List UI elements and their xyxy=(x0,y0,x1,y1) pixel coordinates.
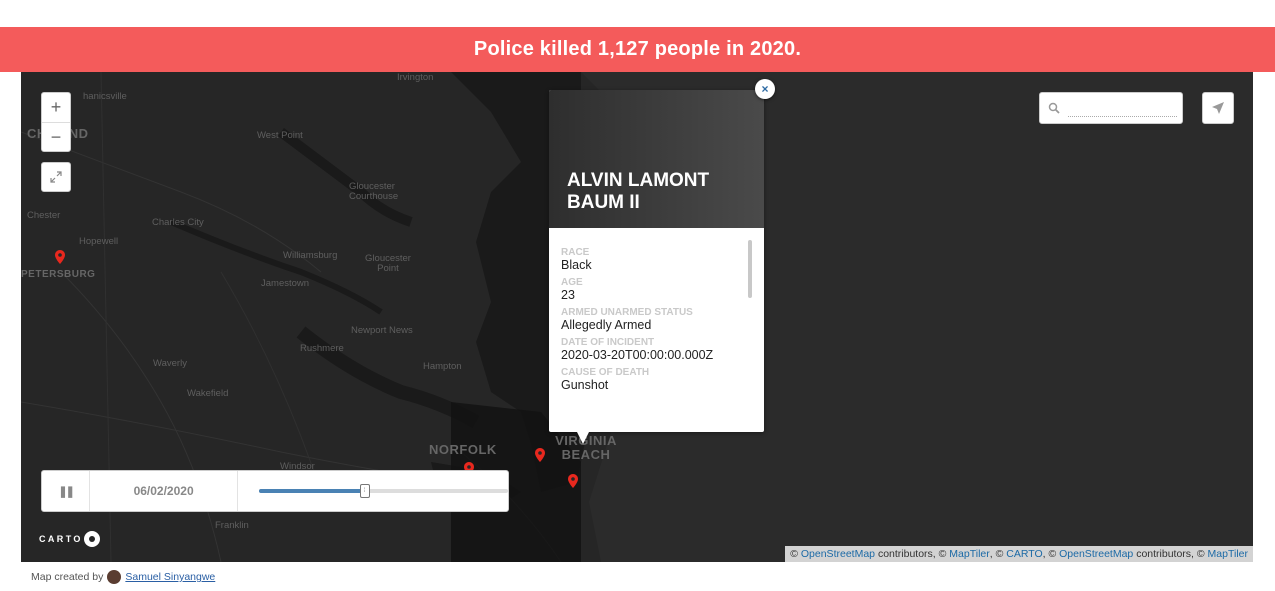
place-gloucester-courthouse: Gloucester Courthouse xyxy=(349,181,399,202)
place-hampton: Hampton xyxy=(423,361,462,372)
place-franklin: Franklin xyxy=(215,520,249,531)
time-slider-handle[interactable]: ⁞ xyxy=(359,484,370,498)
time-slider-track[interactable]: ⁞ xyxy=(258,484,508,498)
attrib-link-openstreetmap[interactable]: OpenStreetMap xyxy=(1059,548,1134,560)
incident-marker-icon[interactable] xyxy=(568,474,578,488)
map-attribution: © OpenStreetMap contributors, © MapTiler… xyxy=(785,546,1253,562)
field-label-armed-status: ARMED UNARMED STATUS xyxy=(561,307,693,318)
field-label-date-of-incident: DATE OF INCIDENT xyxy=(561,337,655,348)
pause-icon: ❚❚ xyxy=(58,485,75,498)
credit-prefix: Map created by xyxy=(31,571,104,583)
place-newport-news: Newport News xyxy=(351,325,413,336)
expand-icon xyxy=(50,171,62,183)
place-gloucester-point: Gloucester Point xyxy=(365,253,411,274)
current-date: 06/02/2020 xyxy=(90,471,238,511)
place-mechanicsville: hanicsville xyxy=(83,91,127,102)
field-value-race: Black xyxy=(561,258,592,272)
map-canvas[interactable]: hanicsville Irvington CHMOND West Point … xyxy=(21,72,1253,562)
field-label-age: AGE xyxy=(561,277,583,288)
place-hopewell: Hopewell xyxy=(79,236,119,247)
fullscreen-button[interactable] xyxy=(41,162,71,192)
place-windsor: Windsor xyxy=(280,461,315,472)
avatar xyxy=(107,570,122,584)
attrib-text: contributors, © xyxy=(877,548,947,560)
popup-header: ALVIN LAMONT BAUM II xyxy=(549,90,764,228)
carto-logo-text: CARTO xyxy=(39,534,83,544)
place-west-point: West Point xyxy=(257,130,303,141)
attrib-text: contributors, © xyxy=(1136,548,1205,560)
place-jamestown: Jamestown xyxy=(261,278,310,289)
field-label-race: RACE xyxy=(561,247,590,258)
place-norfolk: NORFOLK xyxy=(429,442,497,457)
field-label-cause-of-death: CAUSE OF DEATH xyxy=(561,367,650,378)
field-value-date-of-incident: 2020-03-20T00:00:00.000Z xyxy=(561,348,714,362)
incident-popup: ALVIN LAMONT BAUM II RACE Black AGE 23 A… xyxy=(549,90,764,444)
author-link[interactable]: Samuel Sinyangwe xyxy=(125,571,216,583)
place-chester: Chester xyxy=(27,210,61,221)
field-value-armed-status: Allegedly Armed xyxy=(561,318,652,332)
headline-text: Police killed 1,127 people in 2020. xyxy=(473,38,802,60)
navigation-arrow-icon xyxy=(1212,102,1224,114)
attrib-text: , © xyxy=(989,548,1004,560)
attrib-text: , © xyxy=(1042,548,1057,560)
popup-scrollbar[interactable] xyxy=(748,240,752,298)
map-credit: Map created by Samuel Sinyangwe xyxy=(31,570,215,584)
place-charles-city: Charles City xyxy=(152,217,204,228)
time-slider: ❚❚ 06/02/2020 ⁞ xyxy=(41,470,509,512)
zoom-out-button[interactable]: − xyxy=(50,127,62,147)
attrib-link-maptiler[interactable]: MapTiler xyxy=(1207,548,1248,560)
attrib-text: © xyxy=(790,548,798,560)
attrib-link-carto[interactable]: CARTO xyxy=(1006,548,1043,560)
zoom-control: + − xyxy=(41,92,71,152)
time-slider-fill xyxy=(258,489,364,493)
attrib-link-openstreetmap[interactable]: OpenStreetMap xyxy=(800,548,876,560)
field-value-cause-of-death: Gunshot xyxy=(561,378,609,392)
close-icon: × xyxy=(761,82,769,96)
popup-tip xyxy=(577,432,589,444)
place-irvington: Irvington xyxy=(397,72,434,83)
attrib-link-maptiler[interactable]: MapTiler xyxy=(949,548,990,560)
place-wakefield: Wakefield xyxy=(187,388,229,399)
place-petersburg: PETERSBURG xyxy=(21,269,96,280)
incident-marker-icon[interactable] xyxy=(535,448,545,462)
field-value-age: 23 xyxy=(561,288,575,302)
carto-logo: CARTO xyxy=(39,531,100,547)
incident-marker-icon[interactable] xyxy=(55,250,65,264)
place-williamsburg: Williamsburg xyxy=(283,250,338,261)
magnifier-icon xyxy=(1048,102,1060,114)
place-rushmere: Rushmere xyxy=(300,343,344,354)
headline-banner: Police killed 1,127 people in 2020. xyxy=(0,27,1275,72)
place-waverly: Waverly xyxy=(153,358,187,369)
search-input[interactable] xyxy=(1068,99,1177,117)
zoom-in-button[interactable]: + xyxy=(42,93,70,123)
pause-button[interactable]: ❚❚ xyxy=(42,471,91,511)
carto-logo-mark xyxy=(83,531,100,547)
search-box[interactable] xyxy=(1039,92,1183,124)
locate-button[interactable] xyxy=(1202,92,1234,124)
popup-close-button[interactable]: × xyxy=(755,79,775,99)
popup-title: ALVIN LAMONT BAUM II xyxy=(567,170,710,213)
popup-body[interactable]: RACE Black AGE 23 ARMED UNARMED STATUS A… xyxy=(549,228,764,426)
